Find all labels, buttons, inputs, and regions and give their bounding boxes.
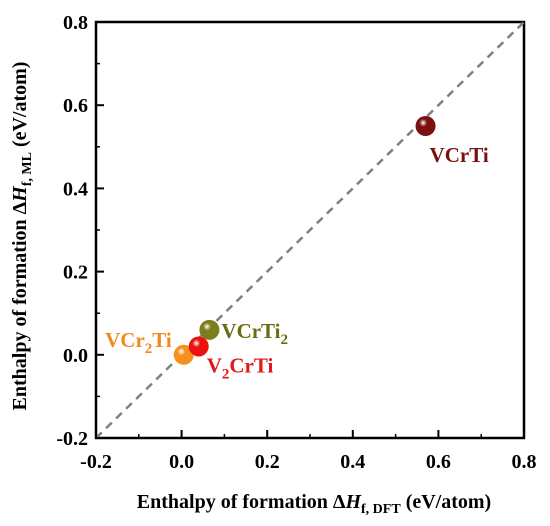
y-tick-label: 0.6	[63, 95, 88, 117]
x-axis: -0.2 0.0 0.2 0.4 0.6 0.8	[80, 430, 537, 473]
x-tick-label: 0.8	[512, 451, 537, 473]
y-axis: -0.2 0.0 0.2 0.4 0.6 0.8	[56, 12, 104, 450]
y-tick-label: 0.2	[63, 262, 88, 284]
x-tick-label: 0.6	[426, 451, 451, 473]
x-tick-label: 0.0	[169, 451, 194, 473]
data-point	[188, 336, 209, 357]
plot-area: VCrTi VCrTi2 VCr2Ti V2CrTi	[94, 20, 526, 440]
data-point	[173, 344, 194, 365]
x-axis-title: Enthalpy of formation ΔHf, DFT (eV/atom)	[137, 491, 491, 517]
y-axis-title: Enthalpy of formation ΔHf, ML (eV/atom)	[9, 62, 35, 411]
x-tick-label: 0.4	[340, 451, 365, 473]
point-label: VCr2Ti	[105, 328, 172, 357]
point-label: VCrTi	[430, 143, 489, 167]
y-tick-label: 0.4	[63, 178, 88, 200]
data-point	[415, 116, 436, 136]
y-tick-label: 0.8	[63, 12, 88, 34]
y-tick-label: 0.0	[63, 345, 88, 367]
point-label: VCrTi2	[221, 319, 288, 348]
point-label: V2CrTi	[207, 353, 274, 382]
parity-line	[95, 21, 525, 439]
x-tick-label: 0.2	[255, 451, 280, 473]
y-tick-label: -0.2	[56, 428, 88, 450]
data-point	[199, 319, 220, 340]
x-tick-label: -0.2	[80, 451, 112, 473]
